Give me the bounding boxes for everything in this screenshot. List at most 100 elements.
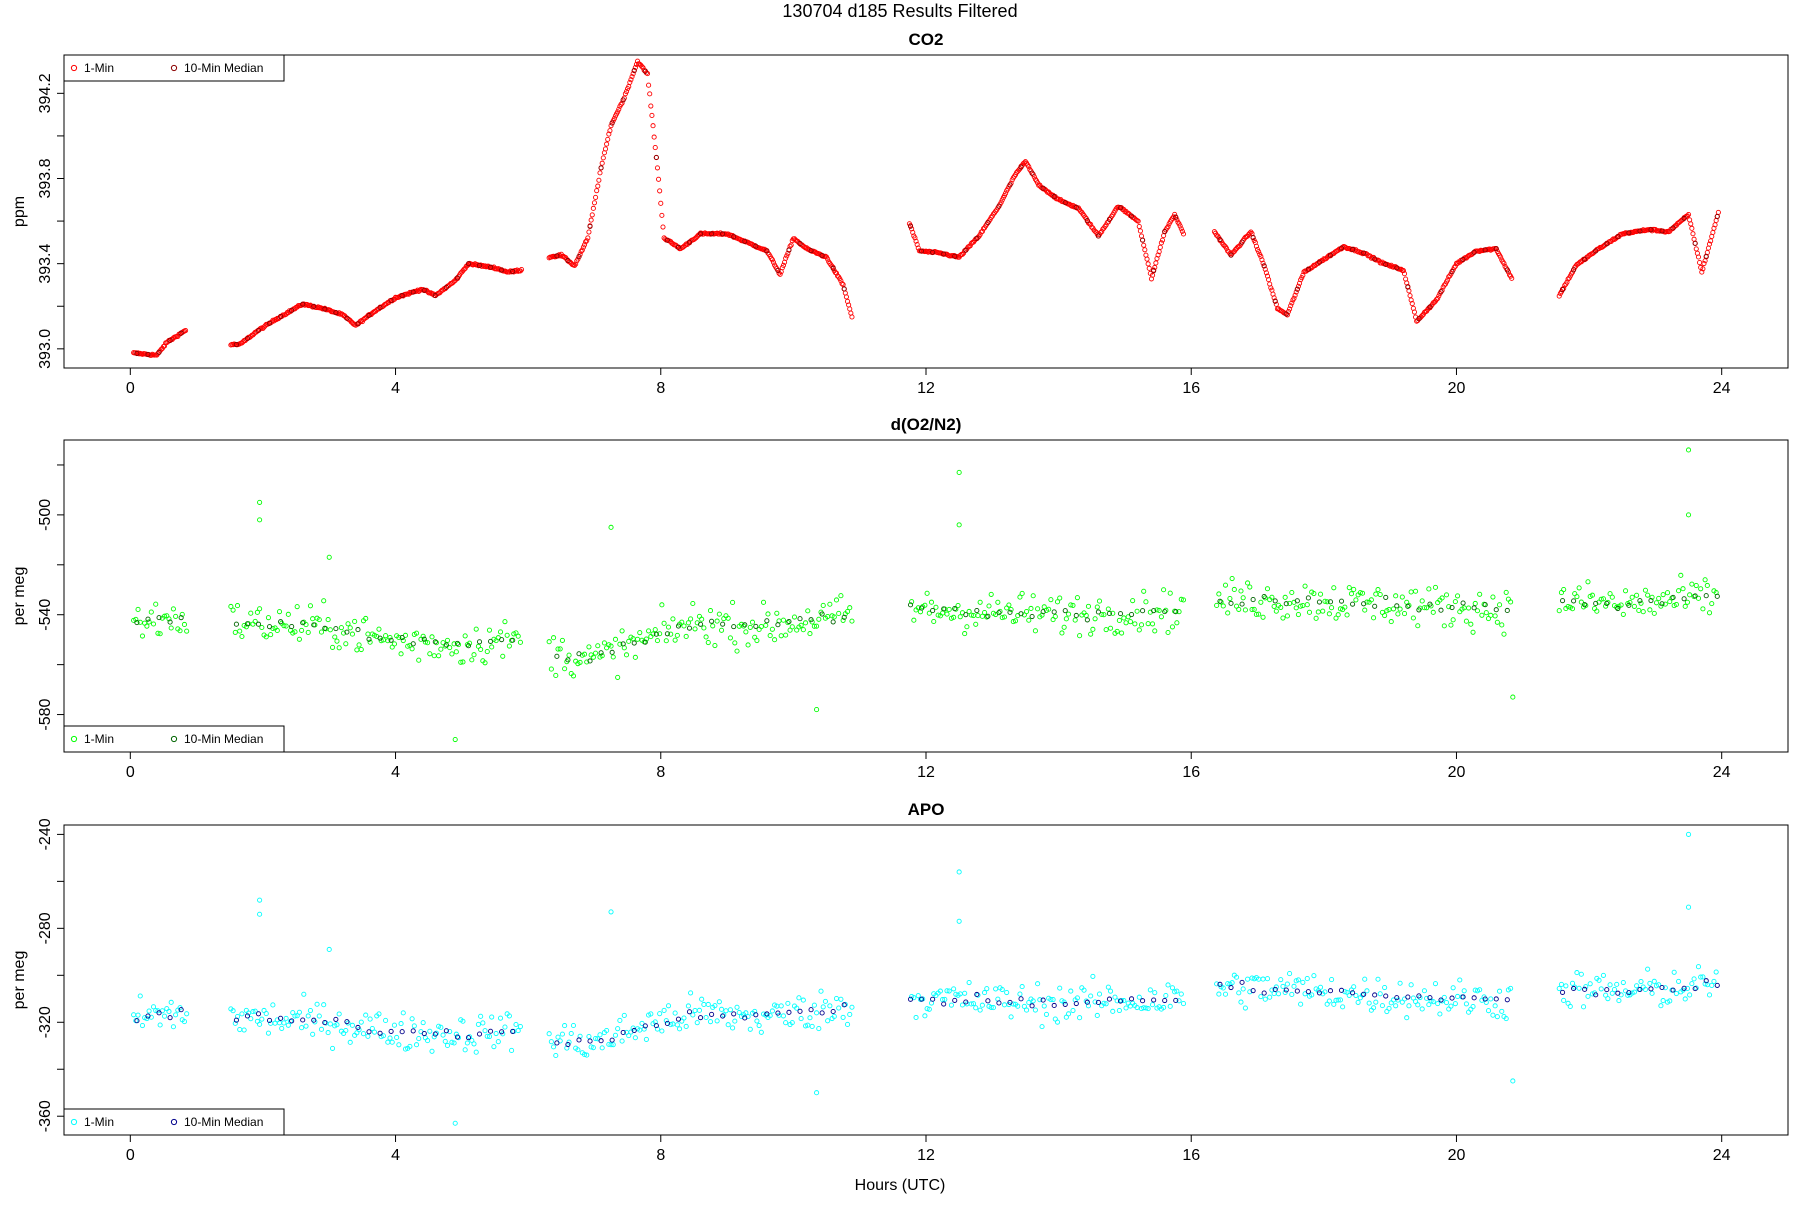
point-1min (1558, 981, 1564, 987)
point-1min (1702, 981, 1708, 987)
point-10min-median (1228, 600, 1234, 606)
point-1min (979, 1002, 985, 1008)
point-1min (1157, 244, 1163, 250)
point-10min-median (1427, 601, 1433, 607)
point-1min (999, 986, 1005, 993)
point-1min (849, 1004, 855, 1010)
point-10min-median (255, 1011, 262, 1017)
point-1min (332, 634, 338, 640)
point-1min (649, 112, 655, 118)
point-1min (321, 598, 327, 604)
point-1min (836, 1005, 842, 1011)
point-10min-median (919, 996, 925, 1002)
legend-marker (70, 64, 78, 72)
point-1min (652, 627, 658, 633)
point-1min (1174, 988, 1180, 994)
point-1min (1178, 596, 1184, 602)
point-10min-median (675, 1016, 682, 1022)
point-1min (369, 1025, 375, 1032)
point-1min (1705, 245, 1711, 251)
point-1min (1231, 586, 1237, 593)
point-1min (391, 1022, 397, 1028)
point-10min-median (355, 321, 361, 327)
point-1min (600, 155, 606, 161)
point-1min (1090, 973, 1096, 979)
point-1min (937, 988, 943, 994)
point-10min-median (432, 293, 438, 299)
point-1min (1242, 607, 1248, 613)
point-1min (1673, 601, 1679, 608)
point-1min (1068, 988, 1074, 994)
point-1min (654, 638, 661, 644)
point-1min (1691, 236, 1697, 242)
point-1min (844, 608, 851, 615)
point-10min-median (1173, 214, 1179, 220)
point-1min (1032, 1007, 1038, 1013)
point-10min-median (1659, 601, 1665, 607)
plot-frame (63, 54, 1789, 369)
point-1min (1146, 265, 1152, 271)
point-10min-median (1681, 596, 1687, 602)
point-1min (442, 643, 448, 649)
point-1min (497, 629, 504, 635)
point-1min (1634, 592, 1640, 598)
point-1min (966, 980, 972, 986)
point-10min-median (1338, 245, 1345, 251)
point-1min (1311, 973, 1317, 979)
point-1min (1587, 981, 1593, 987)
point-1min (1291, 983, 1297, 989)
point-1min (518, 266, 525, 273)
point-1min (1256, 249, 1262, 255)
point-1min (825, 1018, 831, 1024)
point-1min (962, 990, 968, 996)
point-10min-median (1681, 985, 1687, 991)
point-10min-median (1692, 986, 1698, 992)
point-10min-median (576, 1037, 582, 1043)
point-1min (504, 632, 510, 638)
point-1min (1501, 260, 1507, 266)
point-10min-median (1316, 599, 1322, 605)
point-1min (1220, 603, 1226, 609)
point-1min (584, 659, 590, 665)
point-1min (1640, 609, 1646, 615)
points (131, 831, 1720, 1126)
point-1min (1457, 977, 1463, 983)
point-1min (615, 1026, 621, 1032)
point-1min (1105, 984, 1111, 990)
point-1min (502, 619, 508, 625)
point-1min (685, 1003, 691, 1009)
point-1min (387, 634, 393, 641)
point-1min (1236, 990, 1242, 996)
point-10min-median (554, 1040, 560, 1046)
point-1min (690, 1012, 696, 1018)
point-1min (1344, 612, 1350, 618)
point-1min (1278, 604, 1284, 610)
point-10min-median (333, 310, 339, 316)
point-10min-median (742, 238, 748, 244)
point-1min (1700, 974, 1706, 980)
point-1min (1260, 976, 1266, 982)
point-1min (402, 1046, 409, 1052)
point-1min (838, 593, 844, 599)
point-1min (756, 1022, 762, 1029)
point-1min (924, 590, 930, 596)
point-10min-median (388, 298, 394, 304)
point-1min (1125, 614, 1131, 620)
point-1min (913, 238, 919, 244)
point-1min (413, 1042, 420, 1048)
point-10min-median (1073, 612, 1079, 619)
point-10min-median (1604, 987, 1610, 993)
point-1min (308, 303, 315, 309)
point-1min (484, 1033, 490, 1039)
point-1min (1578, 599, 1584, 605)
point-10min-median (1062, 608, 1068, 614)
point-1min (1174, 620, 1180, 626)
point-1min (166, 1008, 172, 1015)
point-10min-median (1029, 613, 1035, 620)
point-10min-median (775, 1010, 781, 1016)
point-10min-median (686, 625, 693, 631)
point-1min (1353, 992, 1359, 999)
point-1min (752, 1008, 758, 1014)
point-1min (699, 616, 705, 622)
point-1min (1463, 618, 1469, 624)
